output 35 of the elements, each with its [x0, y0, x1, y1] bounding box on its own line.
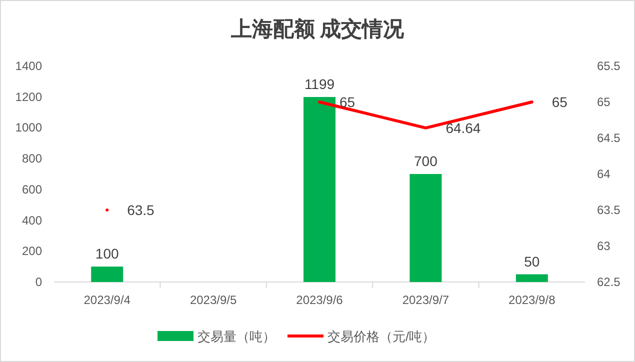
- y2-tick-label: 64.5: [597, 131, 621, 145]
- y-tick-label: 600: [22, 182, 42, 196]
- x-tick-label: 2023/9/6: [296, 293, 344, 307]
- y-tick-label: 200: [22, 244, 42, 258]
- bar: [410, 174, 442, 282]
- legend-label: 交易量（吨）: [198, 329, 276, 344]
- y-tick-label: 400: [22, 213, 42, 228]
- data-label: 50: [524, 253, 540, 270]
- x-tick-label: 2023/9/5: [190, 293, 237, 307]
- data-label: 65: [552, 94, 568, 110]
- x-tick-label: 2023/9/7: [402, 293, 450, 307]
- y2-tick-label: 65: [597, 95, 611, 109]
- x-tick-label: 2023/9/4: [84, 293, 131, 307]
- x-tick-label: 2023/9/8: [508, 293, 556, 307]
- data-label: 65: [340, 94, 356, 110]
- bar: [91, 266, 124, 282]
- y2-tick-label: 64: [597, 167, 611, 181]
- y-tick-label: 1000: [15, 120, 42, 135]
- legend-label: 交易价格（元/吨）: [328, 329, 436, 344]
- bar: [516, 274, 548, 282]
- data-label: 700: [414, 153, 438, 169]
- data-label: 100: [95, 246, 119, 262]
- y-tick-label: 800: [22, 152, 42, 166]
- y2-tick-label: 62.5: [597, 275, 621, 289]
- chart-title: 上海配额 成交情况: [230, 17, 406, 41]
- y2-tick-label: 63.5: [597, 203, 621, 217]
- y-tick-label: 1400: [15, 59, 42, 73]
- y2-tick-label: 63: [597, 239, 611, 253]
- y-tick-label: 1200: [15, 90, 42, 104]
- data-label: 64.64: [446, 120, 481, 136]
- data-label: 63.5: [127, 202, 155, 218]
- y2-tick-label: 65.5: [597, 59, 621, 73]
- y-tick-label: 0: [35, 275, 42, 289]
- data-label: 1199: [304, 76, 335, 92]
- bar: [304, 97, 336, 282]
